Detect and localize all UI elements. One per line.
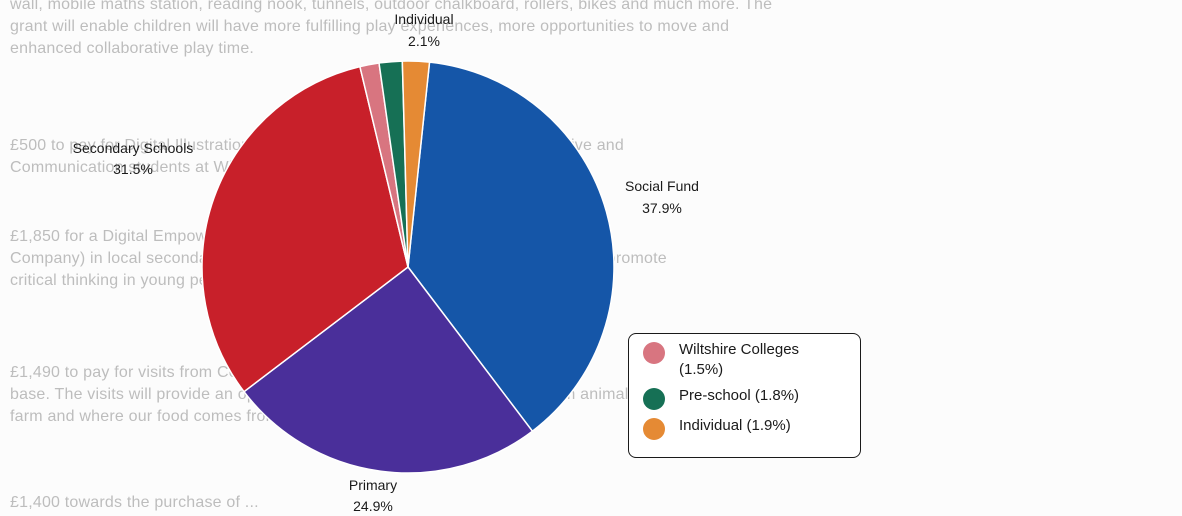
doc-line: grant will enable children will have mor…	[10, 18, 730, 35]
doc-paragraph: £1,400 towards the purchase of ...	[10, 492, 259, 514]
pie-slice-secondary-schools	[201, 65, 409, 393]
legend-swatch	[643, 388, 665, 410]
pie-slice-individual	[401, 60, 431, 268]
legend-item-individual: Individual (1.9%)	[643, 416, 846, 440]
pie-slices	[201, 60, 615, 474]
legend-label: Pre-school (1.8%)	[679, 387, 800, 404]
doc-line: farm and where our food comes from.	[10, 408, 284, 425]
legend-swatch	[643, 342, 665, 364]
doc-paragraph: wall, mobile maths station, reading nook…	[10, 0, 772, 60]
slice-label-individual: Individual	[394, 11, 453, 27]
doc-line: £1,400 towards the purchase of ...	[10, 494, 259, 511]
doc-line: enhanced collaborative play time.	[10, 40, 255, 57]
slice-label-primary: Primary	[349, 477, 397, 493]
legend-label: Wiltshire Colleges (1.5%)	[679, 341, 800, 378]
pie-slice-primary	[242, 265, 534, 474]
legend-label: Individual (1.9%)	[679, 417, 791, 434]
slice-value-individual: 2.1%	[408, 33, 440, 49]
doc-line: wall, mobile maths station, reading nook…	[10, 0, 773, 13]
legend-item-wiltshire-colleges: Wiltshire Colleges (1.5%)	[643, 340, 846, 380]
slice-label-secondary-schools: Secondary Schools	[73, 140, 194, 156]
slice-value-primary: 24.9%	[353, 498, 393, 514]
legend-swatch	[643, 418, 665, 440]
legend-item-pre-school: Pre-school (1.8%)	[643, 386, 846, 410]
pie-slice-social-fund	[407, 61, 615, 433]
slice-label-social-fund: Social Fund	[625, 178, 699, 194]
slice-value-social-fund: 37.9%	[642, 200, 682, 216]
chart-legend: Wiltshire Colleges (1.5%) Pre-school (1.…	[628, 333, 861, 458]
slice-value-secondary-schools: 31.5%	[113, 161, 153, 177]
pie-labels: Social Fund 37.9% Primary 24.9% Secondary Sc…	[73, 11, 699, 514]
